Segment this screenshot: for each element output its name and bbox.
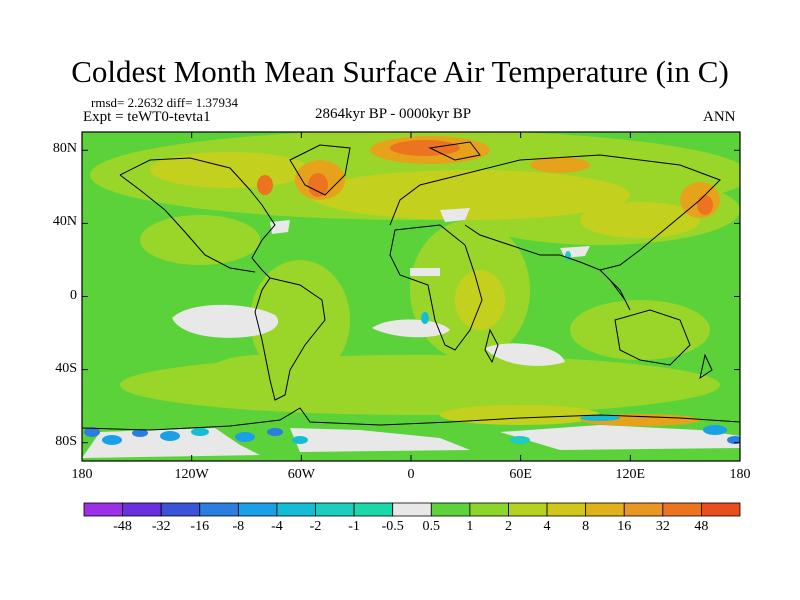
colorbar-label: -8 <box>232 519 245 534</box>
lat-label: 0 <box>70 287 77 303</box>
colorbar-label: 16 <box>617 519 632 534</box>
greenland-coast <box>289 144 351 196</box>
colorbar-swatch <box>315 502 355 517</box>
period-label: 2864kyr BP - 0000kyr BP <box>315 106 472 122</box>
svalbard-coast <box>428 141 481 161</box>
north-america-west-coast <box>119 174 256 273</box>
colorbar-swatch <box>160 502 201 517</box>
colorbar-label: 1 <box>466 519 474 534</box>
colorbar-label: 32 <box>655 519 670 534</box>
lon-label: 120W <box>174 467 209 482</box>
lat-label: 40N <box>52 214 77 230</box>
colorbar-label: 48 <box>694 519 709 534</box>
southeast-asia-coast <box>599 269 631 311</box>
colorbar-swatch <box>623 502 664 517</box>
colorbar-swatch <box>276 502 316 517</box>
colorbar-label: -32 <box>151 519 171 534</box>
anomaly-4-8-regions <box>150 152 700 425</box>
colorbar-swatch <box>469 502 509 517</box>
lat-label: 80N <box>52 141 77 157</box>
lon-label: 180 <box>71 467 93 482</box>
lat-label: 40S <box>55 360 77 376</box>
lon-label: 60W <box>287 467 315 482</box>
eurasia-coast <box>389 154 721 271</box>
anomaly-near-zero-regions <box>82 208 740 458</box>
lon-label: 0 <box>407 467 415 482</box>
anomaly-16-32-regions <box>257 140 713 215</box>
colorbar-label: -2 <box>309 519 322 534</box>
colorbar-label: -4 <box>271 519 283 534</box>
colorbar-label: -1 <box>348 519 360 534</box>
colorbar-swatch <box>585 502 625 517</box>
north-america-coast <box>119 157 276 279</box>
season-label: ANN <box>703 109 736 125</box>
colorbar <box>83 502 741 517</box>
lat-label: 80S <box>55 433 77 449</box>
plot-title: Coldest Month Mean Surface Air Temperatu… <box>71 54 729 89</box>
lon-label: 60E <box>509 467 532 482</box>
colorbar-swatch <box>199 502 239 517</box>
colorbar-label: 0.5 <box>422 519 441 534</box>
map-field <box>82 132 740 461</box>
new-zealand-coast <box>699 353 713 380</box>
colorbar-swatch <box>546 502 587 517</box>
anomaly-negative-regions <box>84 251 740 445</box>
colorbar-swatch <box>83 502 123 517</box>
colorbar-label: 4 <box>543 519 551 534</box>
colorbar-label: 8 <box>582 519 590 534</box>
colorbar-swatch <box>508 502 548 517</box>
stats-label: rmsd= 2.2632 diff= 1.37934 <box>91 95 238 110</box>
australia-coast <box>614 309 691 366</box>
lon-label: 120E <box>615 467 646 482</box>
colorbar-swatch <box>392 502 432 517</box>
colorbar-swatch <box>122 502 162 517</box>
africa-coast <box>389 224 483 351</box>
colorbar-swatch <box>353 502 394 517</box>
south-america-coast <box>254 277 326 401</box>
colorbar-swatch <box>237 502 278 517</box>
antarctica-coast <box>82 407 740 431</box>
experiment-label: Expt = teWT0-tevta1 <box>83 109 211 125</box>
colorbar-swatch <box>430 502 471 517</box>
madagascar-coast <box>484 328 499 364</box>
map-ticks <box>81 132 741 461</box>
colorbar-label: -0.5 <box>381 519 404 534</box>
coastlines <box>82 141 740 431</box>
lon-label: 180 <box>729 467 751 482</box>
colorbar-label: -16 <box>190 519 210 534</box>
colorbar-label: -48 <box>113 519 132 534</box>
colorbar-swatch <box>662 502 702 517</box>
colorbar-swatch <box>701 502 741 517</box>
colorbar-label: 2 <box>504 519 512 534</box>
